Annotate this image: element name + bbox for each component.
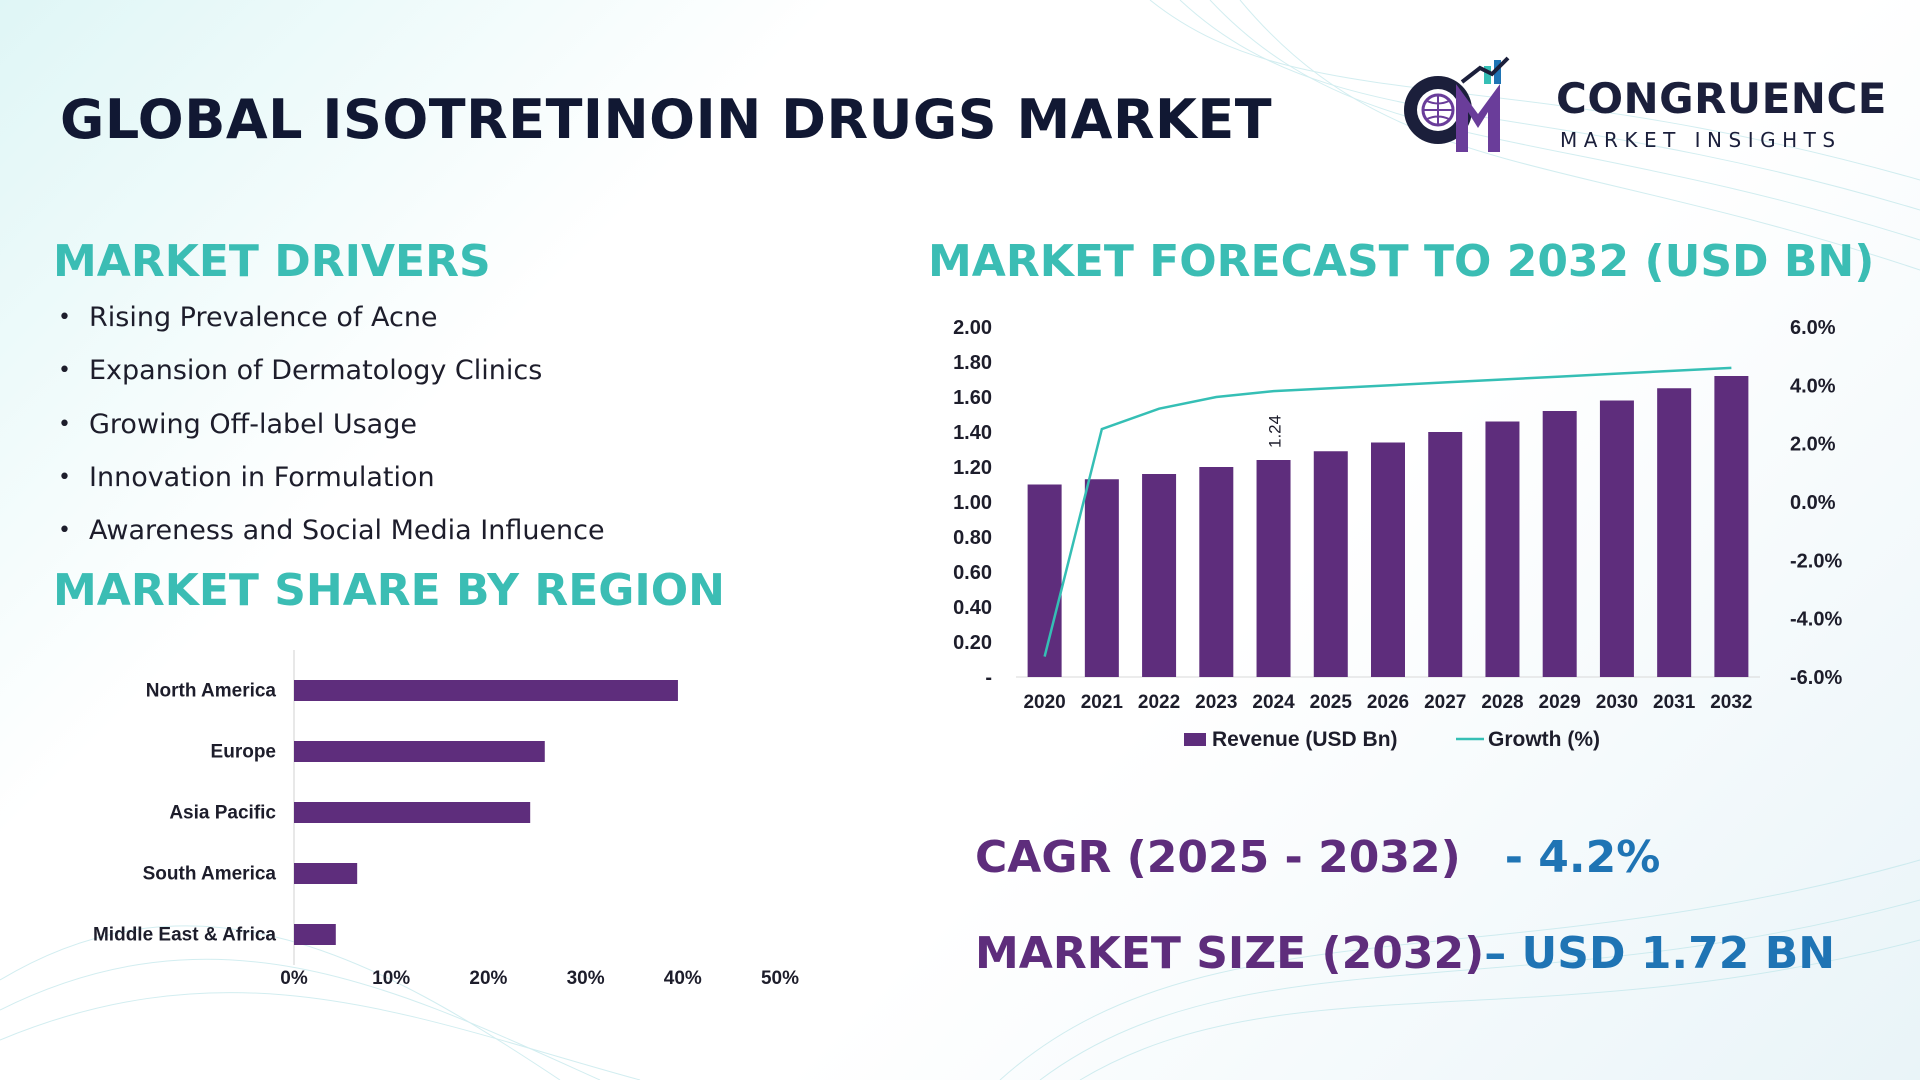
revenue-bar xyxy=(1084,479,1119,677)
page-title: GLOBAL ISOTRETINOIN DRUGS MARKET xyxy=(60,88,1273,151)
cagr-kpi: CAGR (2025 - 2032) - 4.2% xyxy=(975,832,1660,883)
revenue-bar xyxy=(1599,400,1634,677)
driver-text: Rising Prevalence of Acne xyxy=(89,302,438,333)
y-left-tick-label: 0.40 xyxy=(953,597,992,619)
x-tick-label: 0% xyxy=(280,968,308,989)
data-label: 1.24 xyxy=(1266,415,1285,448)
x-tick-label: 20% xyxy=(469,968,507,989)
region-bar xyxy=(294,802,531,823)
y-left-tick-label: 0.80 xyxy=(953,527,992,549)
revenue-bar xyxy=(1256,460,1291,677)
logo-mark-icon xyxy=(1404,56,1510,152)
bullet-icon: • xyxy=(58,518,71,544)
driver-text: Growing Off-label Usage xyxy=(89,408,417,440)
y-left-tick-label: 1.80 xyxy=(953,352,992,374)
x-tick-label: 30% xyxy=(567,968,605,989)
x-tick-label: 2031 xyxy=(1653,692,1696,713)
x-tick-label: 50% xyxy=(761,968,799,989)
region-label: South America xyxy=(143,864,277,885)
revenue-bar xyxy=(1142,474,1177,677)
market-size-value: – USD 1.72 BN xyxy=(1484,928,1836,979)
y-right-tick-label: -6.0% xyxy=(1790,667,1842,689)
driver-item: • Innovation in Formulation xyxy=(58,462,605,515)
y-left-tick-label: 1.40 xyxy=(953,422,992,444)
region-bar xyxy=(294,863,358,884)
cagr-value: - 4.2% xyxy=(1504,832,1661,883)
driver-text: Innovation in Formulation xyxy=(89,461,435,493)
driver-item: • Growing Off-label Usage xyxy=(58,409,605,462)
x-tick-label: 2025 xyxy=(1310,692,1353,713)
legend-growth-label: Growth (%) xyxy=(1488,728,1600,751)
legend-revenue-swatch xyxy=(1184,733,1206,746)
x-tick-label: 2032 xyxy=(1710,692,1752,713)
x-tick-label: 2022 xyxy=(1138,692,1180,713)
y-right-tick-label: 0.0% xyxy=(1790,492,1836,514)
x-tick-label: 2028 xyxy=(1481,692,1523,713)
y-left-tick-label: - xyxy=(985,667,992,689)
logo-name: CONGRUENCE xyxy=(1556,74,1887,123)
driver-item: • Awareness and Social Media Influence xyxy=(58,515,605,568)
region-label: Middle East & Africa xyxy=(93,925,276,946)
bullet-icon: • xyxy=(58,411,71,437)
market-size-kpi: MARKET SIZE (2032)– USD 1.72 BN xyxy=(975,928,1835,979)
bullet-icon: • xyxy=(58,358,71,384)
y-left-tick-label: 1.60 xyxy=(953,387,992,409)
revenue-bar xyxy=(1542,411,1577,677)
y-right-tick-label: 2.0% xyxy=(1790,434,1836,456)
x-tick-label: 2021 xyxy=(1081,692,1124,713)
revenue-bar xyxy=(1371,442,1405,677)
region-bar xyxy=(294,741,545,762)
y-left-tick-label: 2.00 xyxy=(953,317,992,339)
market-drivers-list: • Rising Prevalence of Acne • Expansion of… xyxy=(58,302,605,568)
driver-text: Awareness and Social Media Influence xyxy=(89,515,605,547)
x-tick-label: 2024 xyxy=(1252,692,1295,713)
revenue-bar xyxy=(1027,484,1062,677)
region-label: North America xyxy=(146,681,277,702)
bullet-icon: • xyxy=(58,464,71,490)
y-left-tick-label: 0.60 xyxy=(953,562,992,584)
region-share-chart: North America Europe Asia Pacific South Ame… xyxy=(93,650,799,989)
x-tick-label: 2026 xyxy=(1367,692,1409,713)
y-right-tick-label: 4.0% xyxy=(1790,375,1836,397)
revenue-bar xyxy=(1714,376,1749,677)
region-bar xyxy=(294,680,678,701)
bullet-icon: • xyxy=(58,305,71,330)
revenue-bar xyxy=(1428,432,1463,677)
y-left-tick-label: 0.20 xyxy=(953,632,992,654)
x-tick-label: 2020 xyxy=(1023,692,1065,713)
y-right-tick-label: -4.0% xyxy=(1790,609,1842,631)
driver-item: • Expansion of Dermatology Clinics xyxy=(58,355,605,408)
revenue-bar xyxy=(1313,451,1348,677)
x-tick-label: 2027 xyxy=(1424,692,1466,713)
y-right-tick-label: -2.0% xyxy=(1790,550,1842,572)
y-left-tick-label: 1.20 xyxy=(953,457,992,479)
market-share-by-region-title: MARKET SHARE BY REGION xyxy=(53,565,725,616)
legend-revenue-label: Revenue (USD Bn) xyxy=(1212,728,1398,751)
x-tick-label: 2030 xyxy=(1596,692,1638,713)
y-left-tick-label: 1.00 xyxy=(953,492,992,514)
market-size-label: MARKET SIZE (2032) xyxy=(975,928,1485,979)
market-drivers-title: MARKET DRIVERS xyxy=(53,236,491,287)
region-bar xyxy=(294,924,336,945)
revenue-bar xyxy=(1485,421,1520,677)
revenue-bar xyxy=(1657,388,1692,677)
driver-text: Expansion of Dermatology Clinics xyxy=(89,355,543,387)
company-logo: CONGRUENCE MARKET INSIGHTS xyxy=(1400,56,1886,156)
y-right-tick-label: 6.0% xyxy=(1790,317,1836,339)
revenue-bar xyxy=(1199,467,1234,677)
region-label: Europe xyxy=(211,742,276,763)
logo-tagline: MARKET INSIGHTS xyxy=(1560,128,1842,152)
region-label: Asia Pacific xyxy=(169,803,276,824)
market-forecast-chart: - 0.20 0.40 0.60 0.80 1.00 1.20 1.40 1.60 1.80 2.0… xyxy=(953,317,1842,751)
market-forecast-title: MARKET FORECAST TO 2032 (USD BN) xyxy=(928,236,1875,287)
x-tick-label: 10% xyxy=(372,968,410,989)
x-tick-label: 40% xyxy=(664,968,702,989)
x-tick-label: 2023 xyxy=(1195,692,1237,713)
driver-item: • Rising Prevalence of Acne xyxy=(58,302,605,355)
x-tick-label: 2029 xyxy=(1539,692,1581,713)
cagr-label: CAGR (2025 - 2032) xyxy=(975,832,1461,883)
